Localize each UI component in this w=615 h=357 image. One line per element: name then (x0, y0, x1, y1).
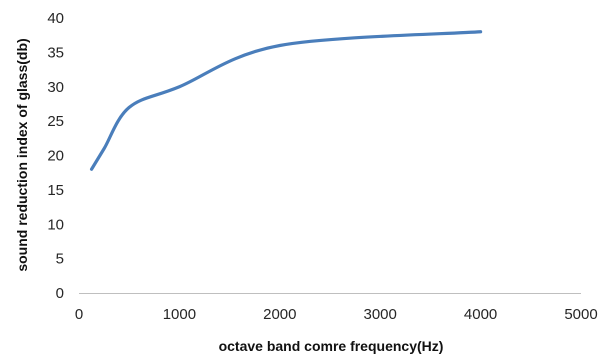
x-tick-label: 5000 (564, 306, 597, 323)
x-axis-ticks: 0 1000 2000 3000 4000 5000 (75, 306, 598, 323)
y-tick-label: 0 (56, 285, 64, 302)
x-tick-label: 3000 (364, 306, 397, 323)
y-tick-label: 10 (47, 216, 64, 233)
y-tick-label: 5 (56, 251, 64, 268)
y-axis-title: sound reduction index of glass(db) (14, 38, 30, 271)
y-axis-ticks: 0 5 10 15 20 25 30 35 40 (47, 10, 64, 302)
x-axis-title: octave band comre frequency(Hz) (219, 338, 444, 354)
y-tick-label: 15 (47, 182, 64, 199)
x-tick-label: 2000 (263, 306, 296, 323)
y-tick-label: 25 (47, 113, 64, 130)
x-tick-label: 4000 (464, 306, 497, 323)
y-tick-label: 20 (47, 148, 64, 165)
x-tick-label: 0 (75, 306, 83, 323)
y-tick-label: 30 (47, 79, 64, 96)
series-line (89, 30, 483, 171)
x-tick-label: 1000 (163, 306, 196, 323)
series-layer (89, 30, 483, 171)
y-tick-label: 35 (47, 44, 64, 61)
y-tick-label: 40 (47, 10, 64, 27)
